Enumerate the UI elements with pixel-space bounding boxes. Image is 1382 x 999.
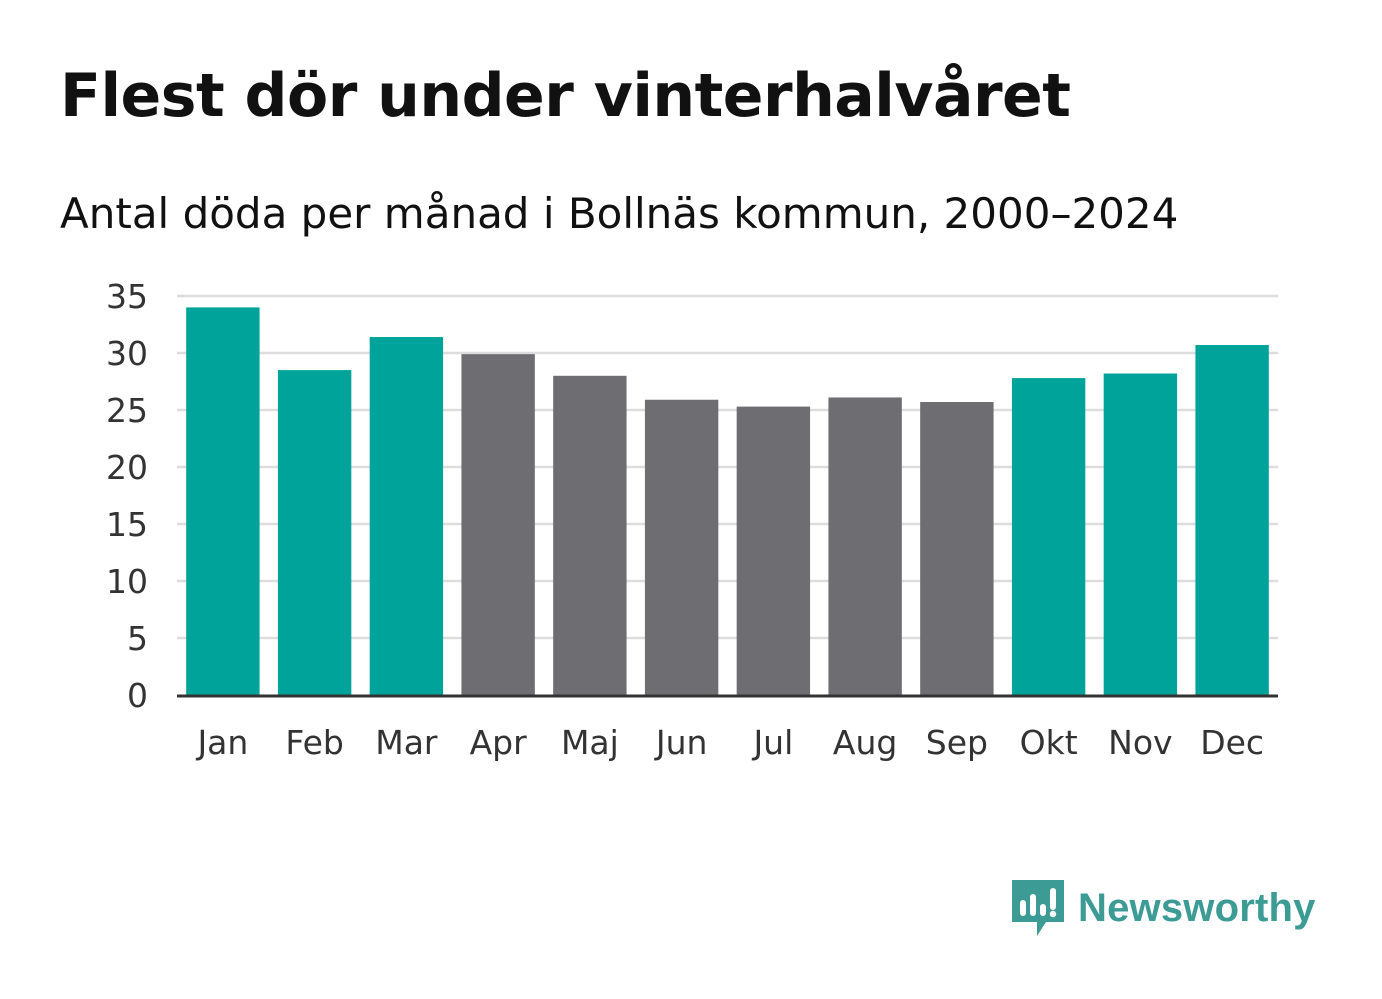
- newsworthy-logo: Newsworthy: [1010, 876, 1316, 940]
- x-category-label: Jul: [751, 723, 793, 762]
- y-tick-label: 5: [127, 619, 148, 658]
- y-axis-tick-labels: 0 5 10 15 20 25 30 35: [106, 277, 148, 715]
- y-tick-label: 30: [106, 334, 148, 373]
- bar-maj: [553, 375, 627, 695]
- chart-title: Flest dör under vinterhalvåret: [60, 61, 1071, 131]
- bar-okt: [1011, 378, 1086, 695]
- bar-sep: [920, 402, 994, 695]
- newsworthy-logo-icon: [1012, 880, 1064, 936]
- bar-dec: [1195, 345, 1269, 695]
- y-tick-label: 35: [106, 277, 148, 316]
- bars: [186, 307, 1269, 695]
- x-category-label: Sep: [926, 723, 988, 762]
- x-category-label: Dec: [1200, 723, 1264, 762]
- x-category-label: Maj: [561, 723, 619, 762]
- x-category-label: Apr: [470, 723, 528, 762]
- gridlines: [177, 294, 1278, 640]
- chart-subtitle: Antal döda per månad i Bollnäs kommun, 2…: [60, 189, 1179, 238]
- bar-feb: [277, 370, 352, 695]
- x-category-label: Aug: [833, 723, 897, 762]
- bar-jan: [186, 307, 260, 695]
- x-axis-category-labels: Jan Feb Mar Apr Maj Jun Jul Aug Sep Okt Nov Dec: [195, 723, 1264, 762]
- bar-nov: [1103, 373, 1178, 695]
- y-tick-label: 0: [127, 676, 148, 715]
- bar-jul: [736, 406, 811, 695]
- x-category-label: Feb: [285, 723, 343, 762]
- x-category-label: Okt: [1020, 723, 1078, 762]
- newsworthy-logo-text: Newsworthy: [1078, 885, 1316, 930]
- bar-jun: [644, 399, 719, 695]
- bar-aug: [828, 397, 902, 695]
- x-category-label: Mar: [375, 723, 438, 762]
- bar-apr: [461, 354, 535, 695]
- y-tick-label: 15: [106, 505, 148, 544]
- bar-mar: [369, 337, 444, 695]
- y-tick-label: 20: [106, 448, 148, 487]
- x-category-label: Nov: [1108, 723, 1172, 762]
- y-tick-label: 10: [106, 562, 148, 601]
- x-category-label: Jan: [195, 723, 248, 762]
- x-category-label: Jun: [654, 723, 708, 762]
- y-tick-label: 25: [106, 391, 148, 430]
